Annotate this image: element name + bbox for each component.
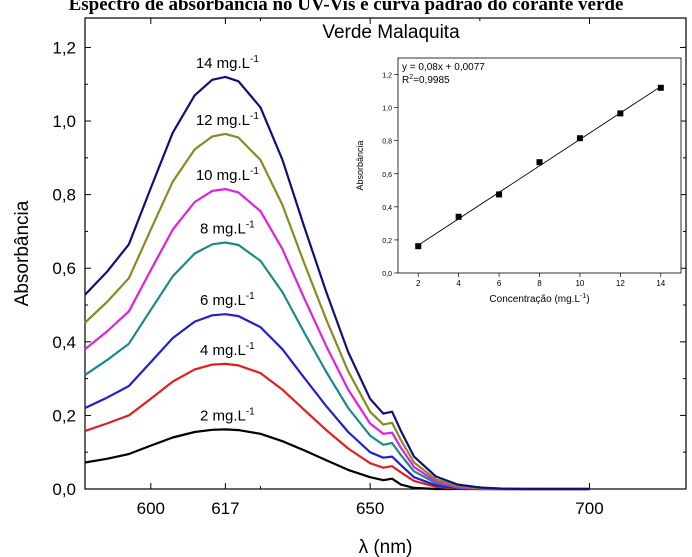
- inset-y-tick-label: 1,0: [382, 106, 392, 113]
- series-label: 8 mg.L-1: [200, 219, 255, 237]
- inset-data-point: [455, 213, 462, 220]
- y-tick-label: 0,2: [52, 406, 76, 425]
- inset-data-point: [617, 110, 624, 117]
- inset-y-tick-label: 0,8: [382, 139, 392, 146]
- y-tick-label: 1,2: [52, 38, 76, 57]
- series-label: 4 mg.L-1: [200, 341, 255, 359]
- series-label: 6 mg.L-1: [200, 291, 255, 309]
- x-tick-label: 700: [575, 499, 603, 518]
- y-tick-label: 1,0: [52, 112, 76, 131]
- inset-y-tick-label: 0,2: [382, 238, 392, 245]
- x-tick-label: 650: [356, 499, 384, 518]
- inset-y-tick-label: 0,6: [382, 172, 392, 179]
- inset-data-point: [536, 159, 543, 166]
- inset-data-point: [496, 191, 503, 198]
- inset-equation: y = 0,08x + 0,0077: [402, 62, 485, 73]
- y-tick-label: 0,0: [52, 480, 76, 499]
- inset-y-tick-label: 0,4: [382, 205, 392, 212]
- x-tick-label: 617: [211, 499, 239, 518]
- inset-y-tick-label: 0,0: [382, 271, 392, 278]
- inset-x-tick-label: 14: [656, 279, 665, 288]
- inset-data-point: [415, 243, 422, 250]
- inset-x-tick-label: 8: [537, 279, 542, 288]
- inset-x-tick-label: 2: [416, 279, 421, 288]
- x-tick-label: 600: [137, 499, 165, 518]
- inset-x-tick-label: 6: [497, 279, 502, 288]
- y-tick-label: 0,8: [52, 186, 76, 205]
- inset-calibration-chart: 0,0 0,2 0,4 0,6 0,8 1,0 1,2 2 4 6 8 10 12 14 y = 0,08x…: [355, 57, 682, 305]
- page-title: Espectro de absorbância no UV-Vis e curv…: [68, 0, 624, 15]
- inset-r-squared: R2=0,9985: [402, 74, 450, 86]
- series-line: [84, 313, 590, 491]
- series-label: 14 mg.L-1: [196, 54, 260, 72]
- chart-title: Verde Malaquita: [322, 22, 460, 43]
- inset-x-tick-label: 4: [456, 279, 461, 288]
- inset-y-tick-label: 1,2: [382, 73, 392, 80]
- y-axis-label: Absorbância: [12, 200, 33, 306]
- inset-y-axis-label: Absorbância: [355, 140, 365, 190]
- series-label: 10 mg.L-1: [196, 166, 260, 184]
- y-tick-label: 0,4: [52, 333, 76, 352]
- y-tick-label: 0,6: [52, 259, 76, 278]
- plot-frame: [84, 17, 687, 490]
- inset-data-point: [657, 84, 664, 91]
- series-line: [84, 362, 590, 491]
- inset-x-tick-label: 10: [575, 279, 584, 288]
- series-line: [84, 75, 590, 491]
- series-label: 2 mg.L-1: [200, 406, 255, 424]
- inset-x-axis-label: Concentração (mg.L-1): [489, 293, 589, 305]
- inset-x-tick-label: 12: [616, 279, 625, 288]
- x-axis-label: λ (nm): [359, 537, 413, 557]
- series-label: 12 mg.L-1: [196, 111, 260, 129]
- inset-data-point: [576, 135, 583, 142]
- main-chart: 0,0 0,2 0,4 0,6 0,8 1,0 1,2 600 617 650 700 λ (nm) A…: [12, 17, 687, 557]
